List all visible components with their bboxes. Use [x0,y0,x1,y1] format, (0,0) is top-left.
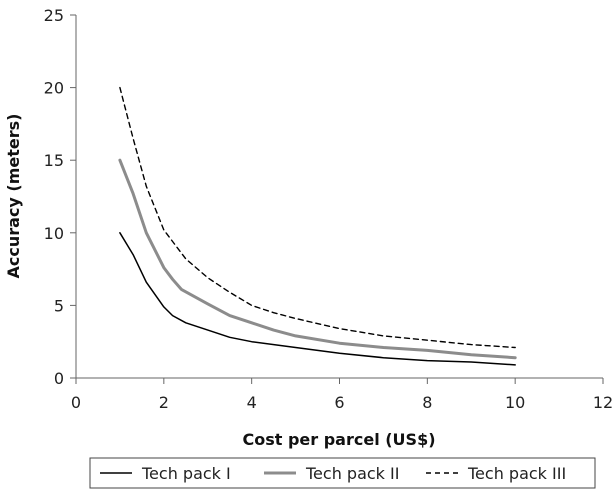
y-tick-label: 0 [54,369,64,388]
series-layer [118,86,517,366]
x-tick-label: 6 [334,393,344,412]
series-line-1 [119,232,516,366]
x-axis-title: Cost per parcel (US$) [242,430,435,449]
legend-label-1: Tech pack I [141,464,231,483]
x-tick-label: 12 [593,393,613,412]
axes: 0 5 10 15 20 25 0 2 4 6 8 10 12 [44,6,614,412]
y-tick-label: 15 [44,151,64,170]
x-tick-label: 10 [505,393,525,412]
legend: Tech pack I Tech pack II Tech pack III [89,457,596,489]
x-tick-label: 2 [159,393,169,412]
legend-box [89,457,596,489]
series-line-3 [119,86,516,349]
x-tick-label: 0 [71,393,81,412]
x-tick-label: 8 [422,393,432,412]
y-tick-label: 5 [54,296,64,315]
y-tick-label: 20 [44,79,64,98]
series-line-2 [118,158,517,360]
legend-label-3: Tech pack III [467,464,566,483]
y-axis-title: Accuracy (meters) [4,114,23,279]
x-tick-label: 4 [247,393,257,412]
y-tick-label: 10 [44,224,64,243]
y-tick-label: 25 [44,6,64,25]
legend-label-2: Tech pack II [305,464,399,483]
